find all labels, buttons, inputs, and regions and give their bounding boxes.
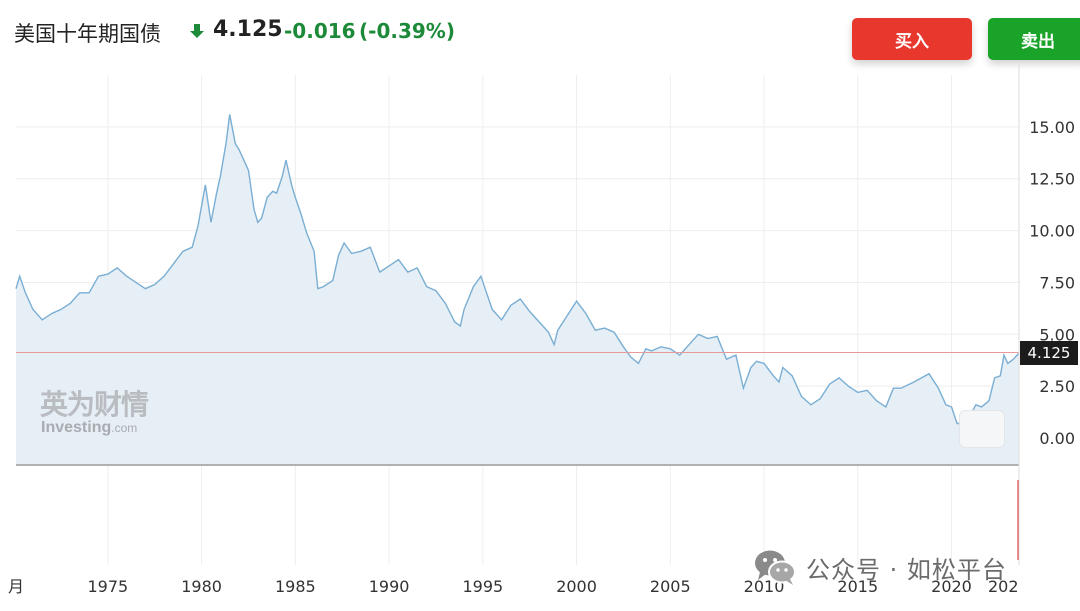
- y-tick-label: 5.00: [1039, 325, 1075, 344]
- watermark-cn: 英为财情: [40, 388, 149, 421]
- y-tick-label: 2.50: [1039, 377, 1075, 396]
- current-price: 4.125: [213, 17, 283, 42]
- x-tick-label: 1980: [181, 577, 222, 596]
- buy-button[interactable]: 买入: [852, 18, 972, 60]
- investing-watermark: 英为财情 Investing.com: [40, 388, 149, 436]
- x-tick-label: 1975: [88, 577, 129, 596]
- y-tick-label: 15.00: [1029, 118, 1075, 137]
- price-change-percent: (-0.39%): [359, 19, 455, 43]
- y-axis-labels: 0.00 2.50 5.00 7.50 10.00 12.50 15.00: [1029, 118, 1075, 448]
- price-change: -0.016: [284, 19, 356, 43]
- x-tick-label-partial-right: 202: [988, 577, 1019, 596]
- y-tick-label: 0.00: [1039, 429, 1075, 448]
- x-tick-label: 2015: [837, 577, 878, 596]
- wechat-watermark: 公众号 · 如松平台: [752, 547, 1007, 587]
- watermark-en: Investing.com: [41, 420, 148, 436]
- sell-button[interactable]: 卖出: [988, 18, 1080, 60]
- y-tick-label: 12.50: [1029, 170, 1075, 189]
- wechat-icon: [755, 550, 796, 585]
- x-tick-label: 1990: [369, 577, 410, 596]
- chart-reset-button[interactable]: [959, 410, 1005, 448]
- instrument-title: 美国十年期国债: [14, 22, 161, 46]
- x-tick-label: 2005: [650, 577, 691, 596]
- x-tick-label: 1995: [462, 577, 503, 596]
- y-tick-label: 7.50: [1039, 273, 1075, 292]
- watermark-en-suffix: .com: [111, 421, 138, 435]
- x-axis-labels: 1975 1980 1985 1990 1995 2000 2005 2010 2015 2020: [88, 577, 972, 596]
- yield-area-fill: [16, 114, 1019, 466]
- y-tick-label: 10.00: [1029, 222, 1075, 241]
- current-price-tag: 4.125: [1020, 341, 1078, 365]
- quote-header: 美国十年期国债 4.125 -0.016 (-0.39%) 买入 卖出: [0, 0, 1080, 64]
- x-tick-label: 1985: [275, 577, 316, 596]
- x-tick-label: 2020: [931, 577, 972, 596]
- watermark-en-name: Investing: [41, 419, 112, 436]
- x-tick-label: 2010: [744, 577, 785, 596]
- down-arrow-icon: [190, 24, 204, 38]
- wechat-account-name: 公众号 · 如松平台: [806, 555, 1007, 584]
- yield-line: [15, 114, 1020, 425]
- x-tick-label: 2000: [556, 577, 597, 596]
- x-tick-label-partial-left: 月: [8, 577, 24, 596]
